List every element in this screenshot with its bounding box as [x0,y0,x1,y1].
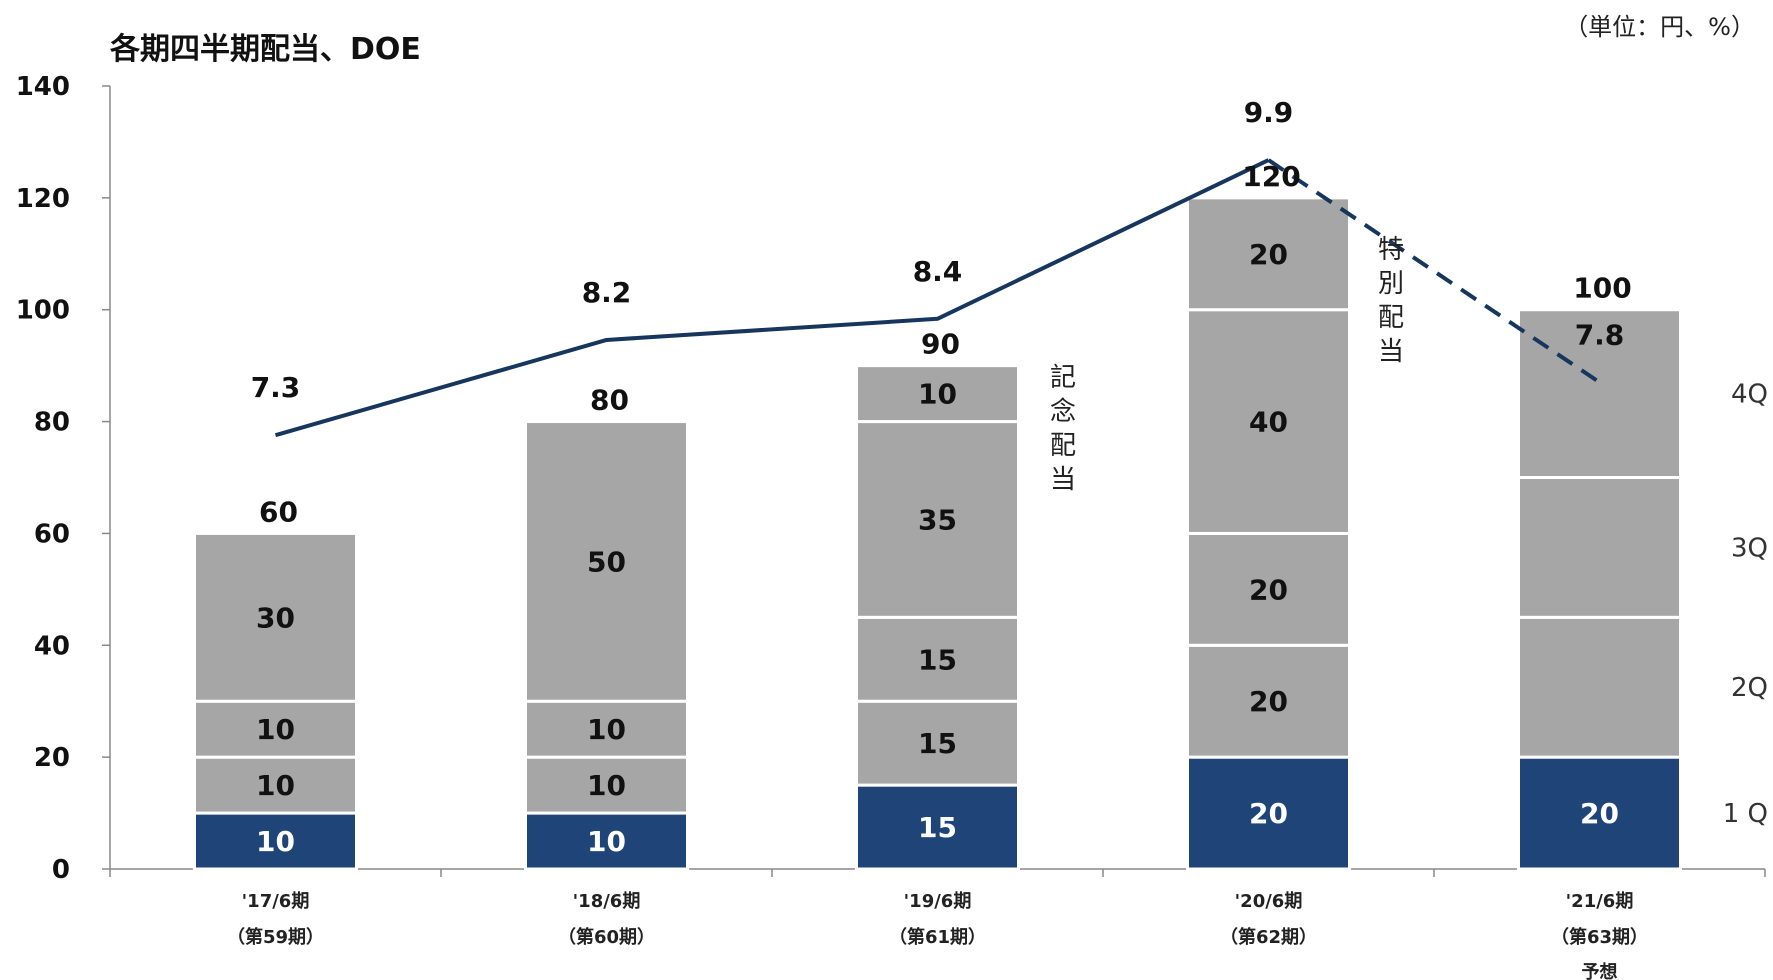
x-category-sublabel: （第59期） [227,926,324,948]
quarter-label: 1 Q [1723,799,1768,829]
segment-value-label: 10 [256,825,295,858]
quarter-label: 4Q [1731,380,1768,410]
x-category-note: 予想 [1582,961,1618,980]
bar-segment [1517,755,1682,871]
quarter-label: 2Q [1731,673,1768,703]
segment-value-label: 20 [1580,797,1619,830]
commemorative-note-char: 念 [1050,397,1076,427]
x-category-label: '18/6期 [573,891,641,912]
bar-segment [855,364,1020,424]
segment-value-label: 10 [587,825,626,858]
bar-segment [524,699,689,759]
segment-value-label: 10 [256,713,295,746]
commemorative-note-char: 当 [1050,465,1076,495]
bar-segment [855,615,1020,703]
y-tick-label: 140 [16,72,70,102]
special-note-char: 特 [1378,235,1404,265]
bar-segment [1186,531,1351,647]
bar-segment [1517,476,1682,619]
segment-value-label: 20 [1249,238,1288,271]
segment-value-label: 15 [918,811,957,844]
bar-segment [1517,615,1682,759]
y-tick-label: 100 [16,296,70,326]
doe-value-label: 7.3 [251,371,301,404]
bar-segment [193,811,358,871]
x-category-sublabel: （第62期） [1220,926,1317,948]
x-category-sublabel: （第61期） [889,926,986,948]
bar-segment [855,783,1020,871]
chart-title: 各期四半期配当、DOE [109,32,421,67]
labels: 10 10 10 30 60 10 10 10 50 80 15 15 15 35 10 90 20 20 20 40… [227,96,1768,980]
special-note-char: 配 [1378,303,1404,333]
doe-line-forecast [1267,158,1601,384]
y-tick-label: 0 [52,855,70,885]
segment-value-label: 35 [918,503,957,536]
y-tick-label: 40 [34,631,70,661]
bar-total-label: 60 [259,495,298,528]
segment-value-label: 20 [1249,573,1288,606]
segment-value-label: 15 [918,643,957,676]
y-tick-label: 20 [34,743,70,773]
segment-value-label: 10 [587,769,626,802]
bar-segment [524,811,689,871]
bar-segment [193,699,358,759]
segment-value-label: 10 [918,378,957,411]
commemorative-note-char: 記 [1050,363,1076,393]
unit-note: （単位：円、%） [1564,13,1755,41]
y-tick-label: 80 [34,408,70,438]
x-category-sublabel: （第63期） [1551,926,1648,948]
doe-value-label: 9.9 [1244,96,1294,129]
x-category-label: '19/6期 [904,891,972,912]
bar-total-label: 120 [1242,160,1300,193]
segment-value-label: 40 [1249,406,1288,439]
segment-value-label: 20 [1249,797,1288,830]
y-tick-label: 60 [34,519,70,549]
x-category-label: '17/6期 [242,891,310,912]
x-category-label: '20/6期 [1235,891,1303,912]
quarter-label: 3Q [1731,533,1768,563]
bar-segment [855,420,1020,619]
segment-value-label: 20 [1249,685,1288,718]
bar-segment [524,420,689,703]
bar-segment [193,531,358,703]
x-category-sublabel: （第60期） [558,926,655,948]
bar-total-label: 100 [1573,272,1631,305]
doe-value-label: 7.8 [1575,318,1625,351]
segment-value-label: 50 [587,545,626,578]
special-note-char: 別 [1378,269,1404,299]
bar-total-label: 90 [921,328,960,361]
doe-value-label: 8.4 [913,255,963,288]
x-category-label: '21/6期 [1566,891,1634,912]
segment-value-label: 10 [256,769,295,802]
segment-value-label: 15 [918,727,957,760]
bar-segment [1186,755,1351,871]
segment-value-label: 30 [256,601,295,634]
segment-value-label: 10 [587,713,626,746]
bar-segment [855,699,1020,787]
axes: 0 20 40 60 80 100 120 140 [16,72,1766,885]
bar-segment [1517,308,1682,480]
commemorative-note-char: 配 [1050,431,1076,461]
bar-segment [1186,196,1351,312]
bar-segment [1186,308,1351,535]
bars [193,196,1682,871]
special-note-char: 当 [1378,337,1404,367]
doe-line-series [274,158,1601,438]
doe-value-label: 8.2 [582,276,632,309]
bar-total-label: 80 [590,384,629,417]
doe-line-actual [274,158,1270,438]
y-tick-label: 120 [16,184,70,214]
